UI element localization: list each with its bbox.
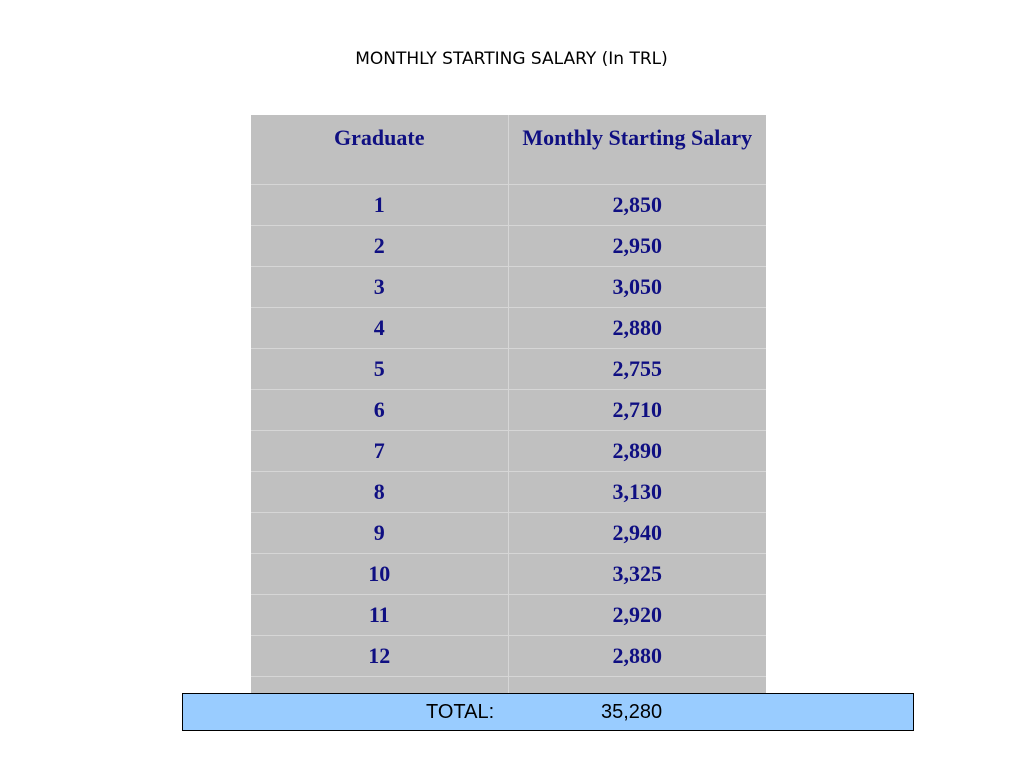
total-bar: TOTAL: 35,280 bbox=[182, 693, 914, 731]
table-row: 10 3,325 bbox=[251, 553, 766, 595]
graduate-cell: 1 bbox=[251, 184, 509, 226]
salary-cell: 2,880 bbox=[508, 307, 766, 349]
salary-cell: 3,050 bbox=[508, 266, 766, 308]
graduate-cell: 7 bbox=[251, 430, 509, 472]
table-row: 1 2,850 bbox=[251, 184, 766, 226]
table-row: 2 2,950 bbox=[251, 225, 766, 267]
table-row: 7 2,890 bbox=[251, 430, 766, 472]
salary-cell: 2,950 bbox=[508, 225, 766, 267]
total-label: TOTAL: bbox=[426, 701, 495, 723]
graduate-cell: 4 bbox=[251, 307, 509, 349]
salary-cell: 2,920 bbox=[508, 594, 766, 636]
salary-cell: 2,940 bbox=[508, 512, 766, 554]
graduate-cell: 3 bbox=[251, 266, 509, 308]
table-row: 3 3,050 bbox=[251, 266, 766, 308]
salary-cell: 2,755 bbox=[508, 348, 766, 390]
table-row: 5 2,755 bbox=[251, 348, 766, 390]
table-row: 9 2,940 bbox=[251, 512, 766, 554]
column-header-graduate: Graduate bbox=[251, 115, 509, 185]
table-row: 6 2,710 bbox=[251, 389, 766, 431]
table-row: 8 3,130 bbox=[251, 471, 766, 513]
graduate-cell: 8 bbox=[251, 471, 509, 513]
table-header-row: Graduate Monthly Starting Salary bbox=[251, 115, 766, 185]
graduate-cell: 9 bbox=[251, 512, 509, 554]
graduate-cell: 6 bbox=[251, 389, 509, 431]
table-row: 12 2,880 bbox=[251, 635, 766, 677]
salary-table: Graduate Monthly Starting Salary 1 2,850… bbox=[251, 115, 766, 702]
salary-cell: 2,880 bbox=[508, 635, 766, 677]
salary-cell: 3,325 bbox=[508, 553, 766, 595]
salary-cell: 2,850 bbox=[508, 184, 766, 226]
graduate-cell: 2 bbox=[251, 225, 509, 267]
table-row: 11 2,920 bbox=[251, 594, 766, 636]
graduate-cell: 10 bbox=[251, 553, 509, 595]
page-title: MONTHLY STARTING SALARY (In TRL) bbox=[355, 49, 668, 69]
table-row: 4 2,880 bbox=[251, 307, 766, 349]
column-header-salary: Monthly Starting Salary bbox=[508, 115, 766, 185]
salary-cell: 2,710 bbox=[508, 389, 766, 431]
salary-cell: 2,890 bbox=[508, 430, 766, 472]
graduate-cell: 11 bbox=[251, 594, 509, 636]
salary-cell: 3,130 bbox=[508, 471, 766, 513]
total-value: 35,280 bbox=[601, 701, 663, 723]
graduate-cell: 5 bbox=[251, 348, 509, 390]
graduate-cell: 12 bbox=[251, 635, 509, 677]
